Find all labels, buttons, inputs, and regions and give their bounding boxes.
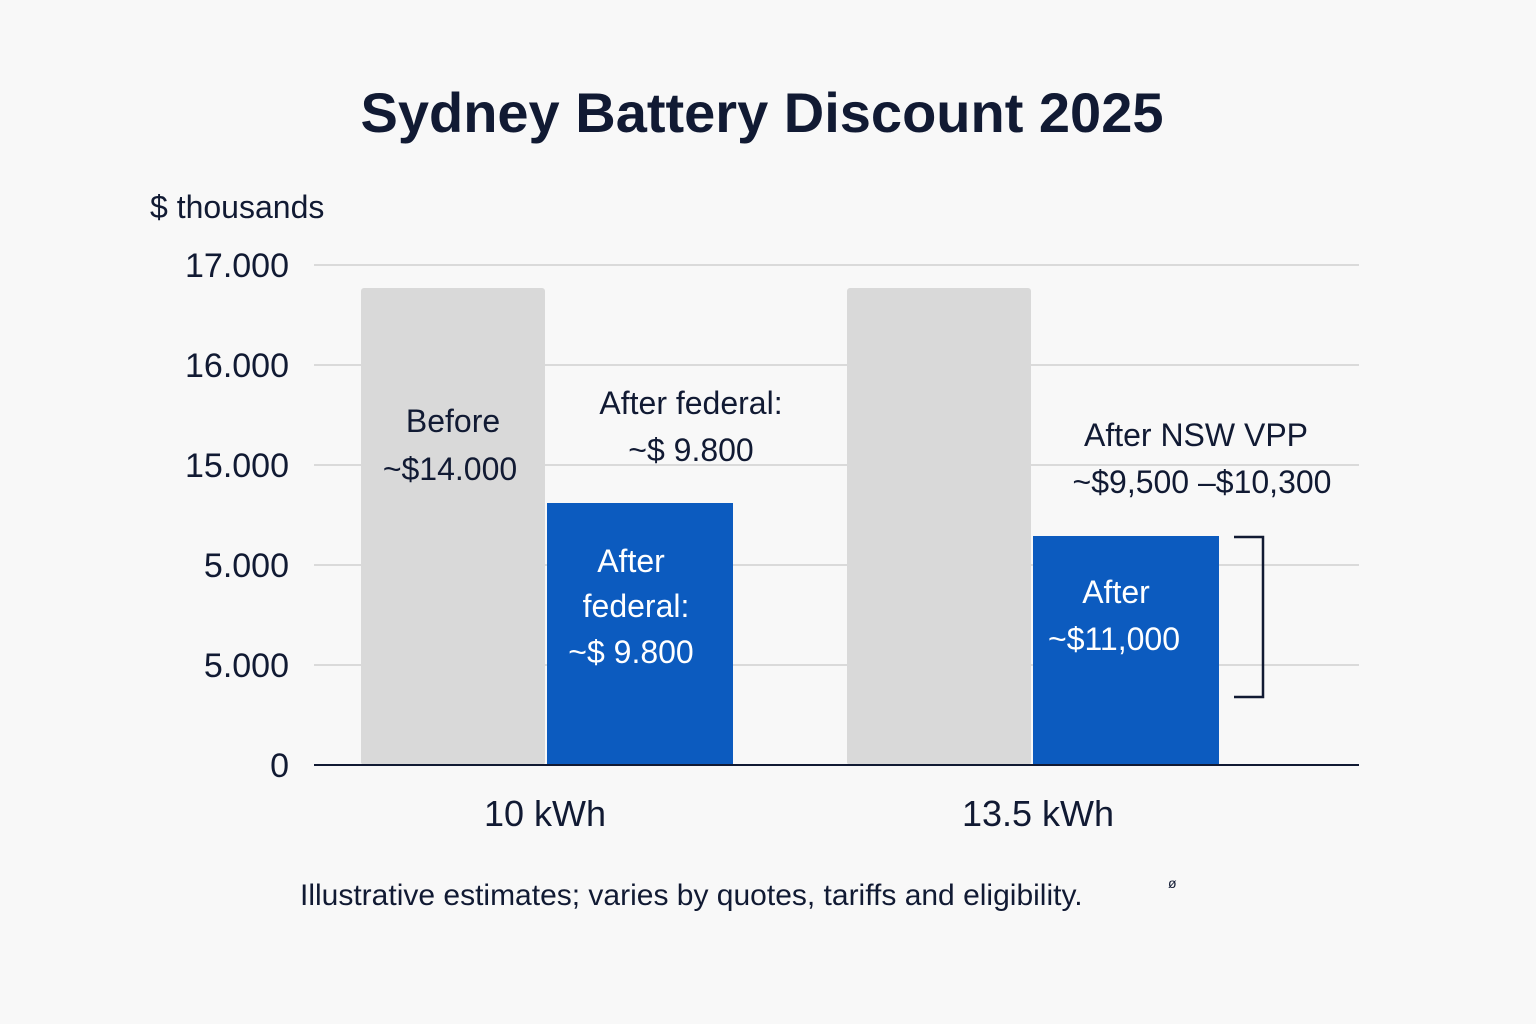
bar-before-1: [361, 288, 545, 765]
x-tick-labels: 10 kWh 13.5 kWh: [484, 793, 1114, 834]
y-tick-label: 5.000: [204, 547, 289, 585]
bars: [361, 288, 1219, 765]
y-tick-labels: 0 5.000 5.000 15.000 16.000 17.000: [185, 247, 289, 785]
footnote: Illustrative estimates; varies by quotes…: [300, 879, 1083, 912]
x-tick-label: 13.5 kWh: [962, 793, 1114, 834]
footnote-mark-icon: ø: [1168, 875, 1177, 891]
annotation-nsw-line2: ~$9,500 –$10,300: [1073, 464, 1332, 500]
y-axis-label: $ thousands: [150, 189, 324, 225]
y-tick-label: 0: [270, 747, 289, 785]
annotation-federal-line2: ~$ 9.800: [628, 432, 753, 468]
bar-label-after2-line1: After: [1082, 574, 1150, 610]
bar-label-before-line2: ~$14.000: [383, 451, 517, 487]
bar-label-after1-line3: ~$ 9.800: [568, 634, 693, 670]
y-tick-label: 5.000: [204, 647, 289, 685]
y-tick-label: 16.000: [185, 347, 289, 385]
annotation-federal-line1: After federal:: [599, 385, 782, 421]
bar-label-before-line1: Before: [406, 403, 500, 439]
chart-title: Sydney Battery Discount 2025: [361, 81, 1164, 144]
bar-after-1: [547, 503, 733, 765]
x-tick-label: 10 kWh: [484, 793, 606, 834]
bar-label-after1-line2: federal:: [583, 588, 690, 624]
annotation-nsw-line1: After NSW VPP: [1084, 417, 1308, 453]
y-tick-label: 15.000: [185, 447, 289, 485]
bar-before-2: [847, 288, 1031, 765]
bar-after-2: [1033, 536, 1219, 765]
y-tick-label: 17.000: [185, 247, 289, 285]
bar-label-after1-line1: After: [597, 543, 665, 579]
bar-label-after2-line2: ~$11,000: [1048, 621, 1180, 657]
range-bracket: [1234, 535, 1265, 699]
